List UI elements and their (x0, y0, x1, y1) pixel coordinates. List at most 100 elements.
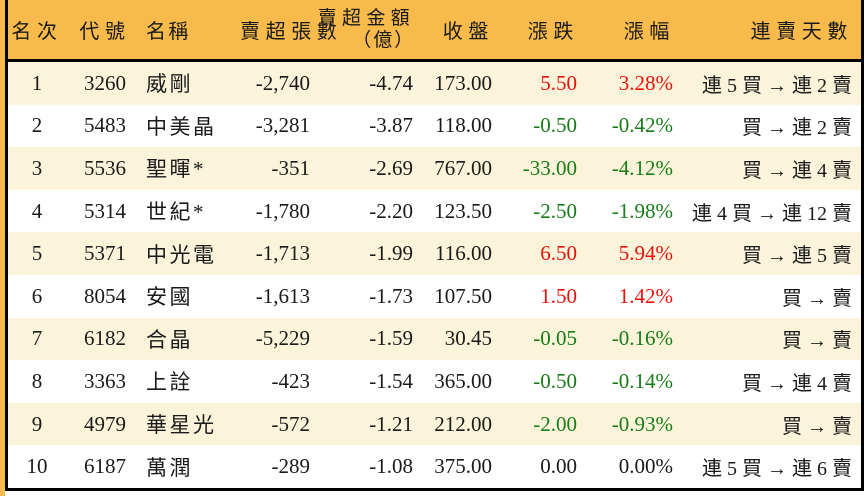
cell-rank: 10 (26, 454, 48, 479)
cell-change: 6.50 (540, 241, 577, 266)
cell-close: 767.00 (434, 155, 492, 180)
cell-close: 118.00 (435, 113, 492, 138)
cell-close: 30.45 (444, 326, 492, 351)
cell-streak: 買 → 賣 (782, 287, 852, 310)
cell-change: -0.50 (533, 368, 577, 393)
net-sell-ranking-table: 名次 代號 名稱 賣超張數 賣超金額 （億） 收盤 漲跌 漲幅 連賣天數 1 32… (5, 0, 864, 491)
table-row: 8 3363 上詮 -423 -1.54 365.00 -0.50 -0.14% 買 → 連 4… (8, 360, 861, 403)
cell-rank: 2 (31, 113, 43, 138)
cell-code: 6187 (84, 454, 126, 479)
outer-frame-strip (0, 0, 5, 496)
cell-rank: 9 (31, 411, 43, 436)
cell-change-pct: 3.28% (618, 70, 673, 95)
cell-streak: 連 5 買 → 連 6 賣 (702, 458, 852, 481)
table-row: 2 5483 中美晶 -3,281 -3.87 118.00 -0.50 -0.42% 買 → … (8, 104, 861, 148)
cell-sell-volume: -1,713 (255, 241, 310, 266)
cell-sell-amount: -1.59 (369, 326, 413, 351)
cell-close: 123.50 (434, 198, 492, 223)
cell-close: 107.50 (434, 283, 492, 308)
cell-sell-amount: -1.54 (369, 368, 413, 393)
table-row: 9 4979 華星光 -572 -1.21 212.00 -2.00 -0.93% 買 → 賣 (8, 402, 861, 446)
cell-change-pct: -0.14% (611, 368, 673, 393)
cell-name: 合晶 (146, 327, 194, 352)
cell-code: 8054 (84, 283, 126, 308)
cell-name: 中美晶 (146, 114, 217, 139)
col-header-sell-amount-line1: 賣超金額 (317, 7, 415, 29)
cell-change-pct: -4.12% (611, 155, 673, 180)
table-header-row: 名次 代號 名稱 賣超張數 賣超金額 （億） 收盤 漲跌 漲幅 連賣天數 (8, 0, 861, 62)
table-row: 5 5371 中光電 -1,713 -1.99 116.00 6.50 5.94% 買 → 連 … (8, 232, 861, 275)
cell-sell-volume: -289 (271, 454, 311, 479)
cell-code: 6182 (84, 326, 126, 351)
cell-sell-amount: -1.21 (369, 411, 413, 436)
cell-change: -0.50 (533, 113, 577, 138)
cell-close: 116.00 (435, 241, 492, 266)
cell-change-pct: -0.16% (611, 326, 673, 351)
cell-rank: 3 (31, 155, 43, 180)
cell-sell-amount: -3.87 (369, 113, 413, 138)
cell-rank: 1 (31, 70, 43, 95)
cell-sell-volume: -1,780 (255, 198, 310, 223)
cell-sell-volume: -2,740 (255, 70, 310, 95)
cell-streak: 買 → 賣 (782, 330, 852, 353)
table-row: 3 5536 聖暉* -351 -2.69 767.00 -33.00 -4.12% 買 → 連… (8, 147, 861, 190)
cell-streak: 買 → 連 2 賣 (742, 117, 852, 140)
col-header-sell-amount: 賣超金額 （億） (318, 8, 421, 52)
cell-name: 聖暉* (146, 157, 207, 182)
cell-name: 萬潤 (146, 455, 194, 480)
cell-change-pct: -1.98% (611, 198, 673, 223)
cell-sell-amount: -2.20 (369, 198, 413, 223)
cell-change: -33.00 (522, 155, 577, 180)
cell-sell-volume: -5,229 (255, 326, 310, 351)
col-header-rank: 名次 (11, 21, 63, 43)
cell-sell-amount: -4.74 (369, 70, 413, 95)
cell-sell-volume: -423 (271, 368, 311, 393)
cell-change-pct: -0.42% (611, 113, 673, 138)
cell-change: -2.50 (533, 198, 577, 223)
cell-sell-amount: -1.99 (369, 241, 413, 266)
cell-change: 5.50 (540, 70, 577, 95)
col-header-close: 收盤 (442, 21, 494, 43)
col-header-sell-amount-line2: （億） (352, 29, 415, 51)
cell-code: 3363 (84, 368, 126, 393)
cell-change-pct: 5.94% (618, 241, 673, 266)
col-header-streak: 連賣天數 (750, 21, 853, 43)
cell-streak: 買 → 連 5 賣 (742, 245, 852, 268)
cell-streak: 買 → 連 4 賣 (742, 159, 852, 182)
cell-code: 3260 (84, 70, 126, 95)
col-header-code: 代號 (79, 21, 131, 43)
cell-streak: 買 → 連 4 賣 (742, 372, 852, 395)
cell-change-pct: -0.93% (611, 411, 673, 436)
cell-rank: 8 (31, 368, 43, 393)
cell-code: 5483 (84, 113, 126, 138)
cell-change: 0.00 (540, 454, 577, 479)
cell-close: 365.00 (434, 368, 492, 393)
cell-streak: 連 4 買 → 連 12 賣 (692, 202, 852, 225)
table-row: 7 6182 合晶 -5,229 -1.59 30.45 -0.05 -0.16% 買 → 賣 (8, 317, 861, 361)
cell-rank: 4 (31, 198, 43, 223)
cell-sell-amount: -1.73 (369, 283, 413, 308)
cell-sell-amount: -2.69 (369, 155, 413, 180)
cell-code: 5314 (84, 198, 126, 223)
cell-code: 5371 (84, 241, 126, 266)
cell-change: -0.05 (533, 326, 577, 351)
cell-name: 安國 (146, 285, 194, 310)
cell-change: 1.50 (540, 283, 577, 308)
cell-code: 5536 (84, 155, 126, 180)
table-row: 4 5314 世紀* -1,780 -2.20 123.50 -2.50 -1.98% 連 4 … (8, 189, 861, 233)
cell-streak: 連 5 買 → 連 2 賣 (702, 74, 852, 97)
col-header-name: 名稱 (146, 21, 191, 43)
cell-sell-volume: -351 (271, 155, 311, 180)
cell-change: -2.00 (533, 411, 577, 436)
cell-sell-volume: -1,613 (255, 283, 310, 308)
cell-code: 4979 (84, 411, 126, 436)
cell-name: 中光電 (146, 242, 217, 267)
col-header-change-pct: 漲幅 (623, 21, 675, 43)
cell-close: 173.00 (434, 70, 492, 95)
table-row: 1 3260 威剛 -2,740 -4.74 173.00 5.50 3.28% 連 5 買 →… (8, 62, 861, 105)
cell-rank: 6 (31, 283, 43, 308)
table-row: 10 6187 萬潤 -289 -1.08 375.00 0.00 0.00% 連 5 買 → … (8, 445, 861, 488)
cell-change-pct: 1.42% (618, 283, 673, 308)
col-header-change: 漲跌 (527, 21, 579, 43)
